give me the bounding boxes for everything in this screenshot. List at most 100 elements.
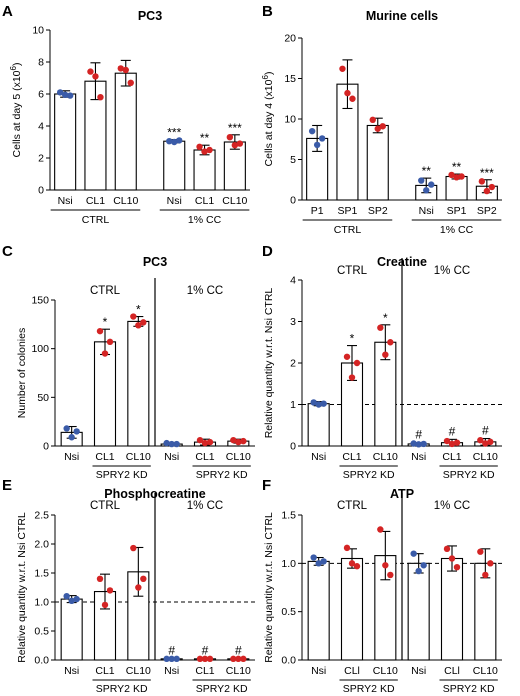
subgroup-label: SPRY2 KD	[443, 469, 495, 481]
data-point	[379, 123, 386, 130]
data-point	[230, 436, 237, 444]
significance-symbol: #	[202, 643, 209, 657]
data-point	[68, 434, 75, 441]
data-point	[106, 338, 114, 346]
data-point	[56, 89, 64, 96]
significance-symbol: #	[415, 428, 422, 442]
y-tick-label: 0.5	[34, 626, 49, 638]
significance-label: ***	[228, 121, 242, 135]
data-point	[73, 428, 80, 435]
significance-label: *	[136, 303, 141, 317]
x-tick-label: CL10	[126, 665, 151, 677]
x-tick-label: CL1	[95, 665, 114, 677]
data-point	[101, 601, 109, 609]
y-tick-label: 20	[284, 33, 296, 45]
data-point	[483, 187, 491, 195]
data-point	[315, 401, 322, 408]
y-tick-label: 3	[290, 316, 296, 328]
x-tick-label: CL10	[373, 451, 398, 463]
annotation-cc: 1% CC	[434, 265, 470, 277]
panel-letter: D	[262, 243, 273, 260]
data-point	[235, 438, 242, 446]
data-point	[478, 178, 486, 185]
bar	[307, 403, 330, 447]
x-tick-label: CL10	[113, 195, 138, 207]
annotation-cc: 1% CC	[187, 500, 223, 512]
x-tick-label: Nsi	[411, 451, 426, 463]
y-tick-label: 0	[38, 185, 44, 197]
x-tick-label: Nsi	[64, 451, 79, 463]
annotation-ctrl: CTRL	[337, 265, 368, 277]
subgroup-label: SPRY2 KD	[443, 683, 495, 695]
x-tick-label: Nsi	[58, 195, 73, 207]
bar	[54, 93, 77, 191]
data-point	[173, 655, 180, 663]
data-point	[320, 558, 327, 565]
data-point	[230, 655, 237, 663]
data-point	[477, 436, 484, 444]
significance-label: *	[383, 311, 388, 325]
data-point	[448, 171, 455, 179]
data-point	[377, 324, 384, 331]
bar	[340, 557, 364, 661]
data-point	[163, 655, 170, 663]
data-point	[231, 142, 239, 149]
significance-label: **	[200, 131, 210, 145]
data-point	[201, 148, 208, 155]
data-point	[415, 441, 422, 448]
data-point	[122, 66, 129, 74]
data-point	[236, 140, 244, 147]
x-tick-label: CL1	[342, 451, 361, 463]
x-tick-label: CL1	[195, 665, 214, 677]
y-tick-label: 0	[43, 441, 49, 453]
y-tick-label: 5	[290, 154, 296, 166]
data-point	[196, 143, 203, 150]
y-axis-label: Relative quantity w.r.t. Nsi CTRL	[263, 512, 275, 663]
data-point	[387, 571, 394, 579]
data-point	[453, 174, 460, 181]
data-point	[310, 399, 317, 406]
data-point	[382, 351, 389, 358]
significance-label: ***	[480, 166, 494, 180]
panel-letter: C	[2, 243, 13, 260]
data-point	[97, 94, 104, 101]
y-axis-label-tail: )	[11, 63, 23, 67]
data-point	[310, 554, 317, 561]
y-axis-label-tail: )	[263, 72, 275, 76]
subgroup-label: SPRY2 KD	[196, 683, 248, 695]
data-point	[240, 437, 247, 445]
panel-title: PC3	[138, 9, 162, 23]
data-point	[140, 319, 147, 326]
y-axis-label-main: Cells at day 5 (x10	[11, 70, 23, 157]
data-point	[168, 655, 175, 663]
significance-label: *	[350, 332, 355, 346]
subgroup-label: SPRY2 KD	[343, 469, 395, 481]
data-point	[163, 439, 170, 447]
data-point	[73, 595, 80, 603]
y-tick-label: 0.0	[281, 655, 296, 667]
x-tick-label: CL10	[373, 665, 398, 677]
y-axis-label-main: Relative quantity w.r.t. Nsi CTRL	[263, 512, 275, 663]
bar	[163, 140, 186, 191]
y-axis-label-exp: 6	[9, 65, 18, 70]
data-point	[313, 141, 321, 149]
data-point	[443, 545, 451, 553]
data-point	[87, 68, 94, 75]
y-axis-label-main: Relative quantity w.r.t. Nsi CTRL	[16, 512, 28, 663]
data-point	[477, 548, 484, 555]
x-tick-label: CL10	[222, 195, 247, 207]
panel-title: PC3	[143, 255, 167, 269]
data-point	[140, 575, 147, 582]
x-tick-label: Nsi	[164, 665, 179, 677]
data-point	[377, 526, 384, 533]
y-tick-label: 15	[284, 73, 296, 85]
y-tick-label: 1.0	[34, 597, 49, 609]
bar	[307, 560, 330, 661]
data-point	[344, 89, 351, 97]
data-point	[68, 597, 75, 605]
data-point	[382, 562, 389, 569]
x-tick-label: Nsi	[164, 451, 179, 463]
x-tick-label: Nsi	[311, 665, 326, 677]
